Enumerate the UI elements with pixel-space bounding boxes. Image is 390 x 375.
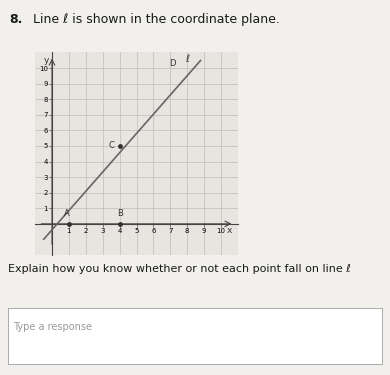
Text: A: A [64, 209, 70, 218]
Text: ℓ: ℓ [185, 54, 189, 64]
Text: Explain how you know whether or not each point fall on line ℓ: Explain how you know whether or not each… [8, 264, 351, 274]
Text: Line ℓ is shown in the coordinate plane.: Line ℓ is shown in the coordinate plane. [33, 13, 280, 26]
Text: D: D [169, 59, 176, 68]
Text: B: B [117, 209, 122, 218]
Text: 8.: 8. [10, 13, 23, 26]
Text: x: x [227, 226, 232, 236]
Text: Type a response: Type a response [13, 322, 92, 332]
Text: C: C [109, 141, 115, 150]
Text: y: y [43, 56, 49, 65]
